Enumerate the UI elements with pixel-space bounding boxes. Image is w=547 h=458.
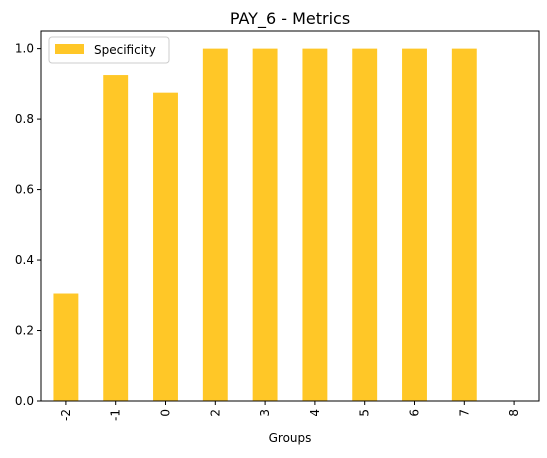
legend-swatch	[55, 44, 84, 54]
x-tick-label: 6	[408, 409, 422, 417]
y-tick-label: 0.4	[15, 253, 34, 267]
x-tick-label: 2	[208, 409, 222, 417]
plot-frame	[40, 30, 540, 402]
y-tick-label: 0.8	[15, 112, 34, 126]
bar--2	[53, 293, 79, 401]
bar-5	[352, 48, 378, 402]
chart-title: PAY_6 - Metrics	[230, 9, 350, 29]
y-axis: 0.0 0.2 0.4 0.6 0.8 1.0	[15, 42, 41, 408]
bar-4	[302, 48, 328, 402]
x-tick-label: -2	[59, 409, 73, 421]
bars-layer	[53, 48, 477, 402]
y-tick-label: 0.2	[15, 324, 34, 338]
legend-label: Specificity	[94, 43, 156, 57]
bar-2	[202, 48, 228, 402]
bar-6	[402, 48, 427, 402]
x-tick-label: 0	[159, 409, 173, 417]
bar-3	[252, 48, 278, 402]
bar-0	[153, 92, 178, 402]
y-tick-label: 0.6	[15, 183, 34, 197]
x-tick-label: 8	[507, 409, 521, 417]
x-tick-label: 4	[308, 409, 322, 417]
x-tick-label: -1	[109, 409, 123, 421]
x-axis-label: Groups	[269, 431, 312, 445]
x-tick-label: 5	[358, 409, 372, 417]
y-tick-label: 0.0	[15, 394, 34, 408]
bar-7	[451, 48, 477, 402]
bar--1	[103, 75, 129, 402]
y-tick-label: 1.0	[15, 42, 34, 56]
legend-box	[48, 36, 170, 64]
x-axis: -2 -1 0 2 3 4 5 6 7 8	[59, 401, 521, 421]
legend: Specificity	[48, 36, 170, 64]
x-tick-label: 3	[258, 409, 272, 417]
x-tick-label: 7	[457, 409, 471, 417]
